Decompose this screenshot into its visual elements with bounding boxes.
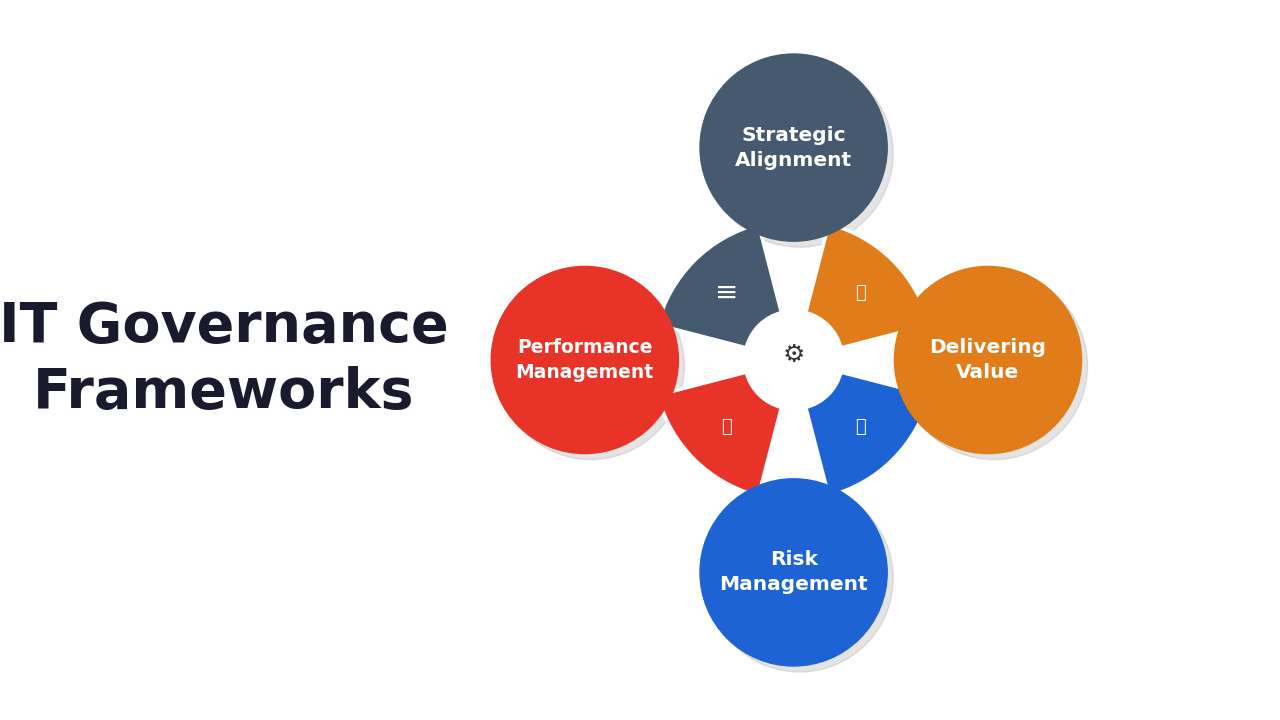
Wedge shape [658, 224, 781, 348]
Text: 📋: 📋 [721, 418, 732, 436]
Text: 🚚: 🚚 [855, 284, 867, 302]
Wedge shape [806, 372, 929, 496]
Text: Delivering
Value: Delivering Value [929, 338, 1047, 382]
Circle shape [700, 479, 887, 666]
Text: ⚙: ⚙ [782, 343, 805, 367]
Circle shape [707, 60, 893, 247]
Wedge shape [806, 224, 929, 348]
Text: Performance
Management: Performance Management [516, 338, 654, 382]
Text: ≡: ≡ [716, 279, 739, 307]
Circle shape [707, 485, 893, 672]
Circle shape [900, 272, 1088, 459]
Text: Risk
Management: Risk Management [719, 550, 868, 595]
Circle shape [751, 318, 836, 402]
Circle shape [492, 266, 678, 454]
Text: IT Governance
Frameworks: IT Governance Frameworks [0, 300, 449, 420]
Circle shape [497, 272, 685, 459]
Wedge shape [658, 372, 781, 496]
Circle shape [895, 266, 1082, 454]
Circle shape [700, 54, 887, 241]
Text: Strategic
Alignment: Strategic Alignment [735, 125, 852, 170]
Text: 📊: 📊 [855, 418, 867, 436]
